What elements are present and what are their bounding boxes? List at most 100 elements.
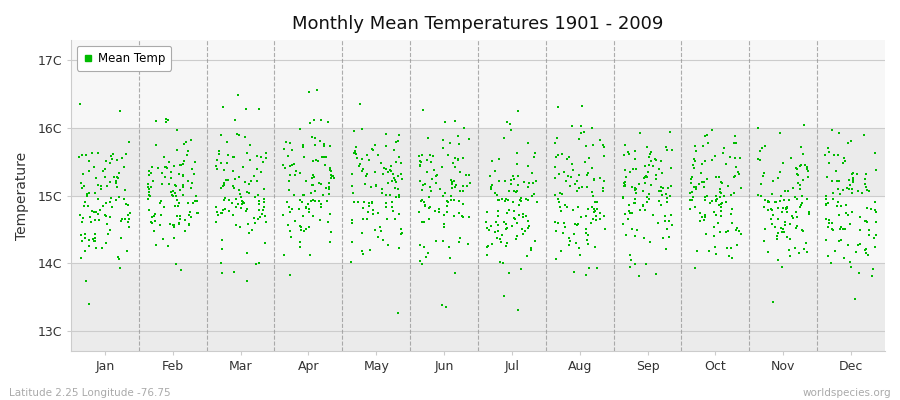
Point: [782, 196, 796, 203]
Point: [371, 234, 385, 240]
Point: [294, 226, 309, 233]
Point: [689, 184, 704, 190]
Point: [242, 230, 256, 236]
Point: [516, 210, 530, 217]
Point: [861, 232, 876, 238]
Point: [189, 193, 203, 200]
Point: [305, 213, 320, 220]
Point: [497, 219, 511, 225]
Point: [853, 227, 868, 233]
Point: [311, 198, 326, 204]
Point: [688, 148, 703, 154]
Point: [420, 135, 435, 142]
Point: [251, 216, 266, 222]
Point: [456, 187, 471, 194]
Point: [428, 238, 443, 245]
Point: [356, 166, 371, 172]
Point: [295, 199, 310, 205]
Point: [90, 182, 104, 188]
Point: [857, 132, 871, 138]
Point: [824, 260, 838, 266]
Point: [480, 244, 494, 251]
Point: [220, 160, 234, 166]
Point: [775, 209, 789, 216]
Point: [752, 192, 766, 198]
Point: [456, 155, 471, 161]
Point: [391, 310, 405, 317]
Point: [172, 200, 186, 206]
Point: [642, 196, 656, 202]
Point: [864, 205, 878, 212]
Point: [643, 239, 657, 245]
Point: [788, 209, 803, 215]
Point: [359, 216, 374, 222]
Title: Monthly Mean Temperatures 1901 - 2009: Monthly Mean Temperatures 1901 - 2009: [292, 15, 663, 33]
Point: [757, 238, 771, 244]
Point: [251, 105, 266, 112]
Point: [82, 236, 96, 243]
Point: [387, 175, 401, 181]
Point: [796, 246, 811, 252]
Point: [220, 176, 235, 183]
Point: [859, 246, 873, 252]
Point: [438, 190, 453, 196]
Point: [834, 202, 849, 209]
Point: [88, 230, 103, 237]
Point: [771, 216, 786, 223]
Point: [248, 194, 262, 200]
Point: [392, 192, 407, 198]
Point: [387, 147, 401, 153]
Point: [384, 203, 399, 210]
Point: [579, 143, 593, 149]
Point: [554, 247, 568, 254]
Point: [522, 223, 536, 230]
Point: [117, 196, 131, 202]
Point: [562, 235, 576, 241]
Point: [141, 189, 156, 195]
Point: [421, 216, 436, 222]
Point: [210, 166, 224, 172]
Point: [660, 199, 674, 205]
Point: [389, 139, 403, 145]
Point: [579, 272, 593, 278]
Point: [516, 231, 530, 237]
Point: [491, 196, 506, 203]
Point: [765, 221, 779, 228]
Point: [371, 210, 385, 217]
Point: [121, 202, 135, 208]
Point: [250, 166, 265, 172]
Point: [173, 216, 187, 222]
Point: [141, 192, 156, 198]
Point: [281, 222, 295, 228]
Point: [845, 186, 859, 192]
Point: [415, 152, 429, 158]
Point: [572, 185, 586, 191]
Bar: [71, 331, 885, 351]
Point: [708, 196, 723, 203]
Point: [446, 197, 461, 204]
Point: [528, 150, 543, 157]
Point: [734, 185, 748, 192]
Point: [697, 179, 711, 186]
Point: [214, 210, 229, 216]
Point: [562, 242, 576, 248]
Point: [791, 180, 806, 186]
Point: [778, 222, 792, 228]
Point: [660, 194, 674, 201]
Point: [283, 272, 297, 278]
Point: [520, 225, 535, 232]
Point: [557, 169, 572, 175]
Point: [504, 180, 518, 187]
Point: [345, 239, 359, 245]
Point: [292, 170, 307, 176]
Point: [832, 130, 846, 136]
Point: [168, 261, 183, 267]
Point: [588, 198, 602, 205]
Point: [420, 250, 435, 256]
Point: [789, 225, 804, 232]
Point: [638, 206, 652, 213]
Point: [84, 219, 98, 226]
Point: [461, 241, 475, 248]
Point: [415, 106, 429, 113]
Point: [247, 172, 261, 179]
